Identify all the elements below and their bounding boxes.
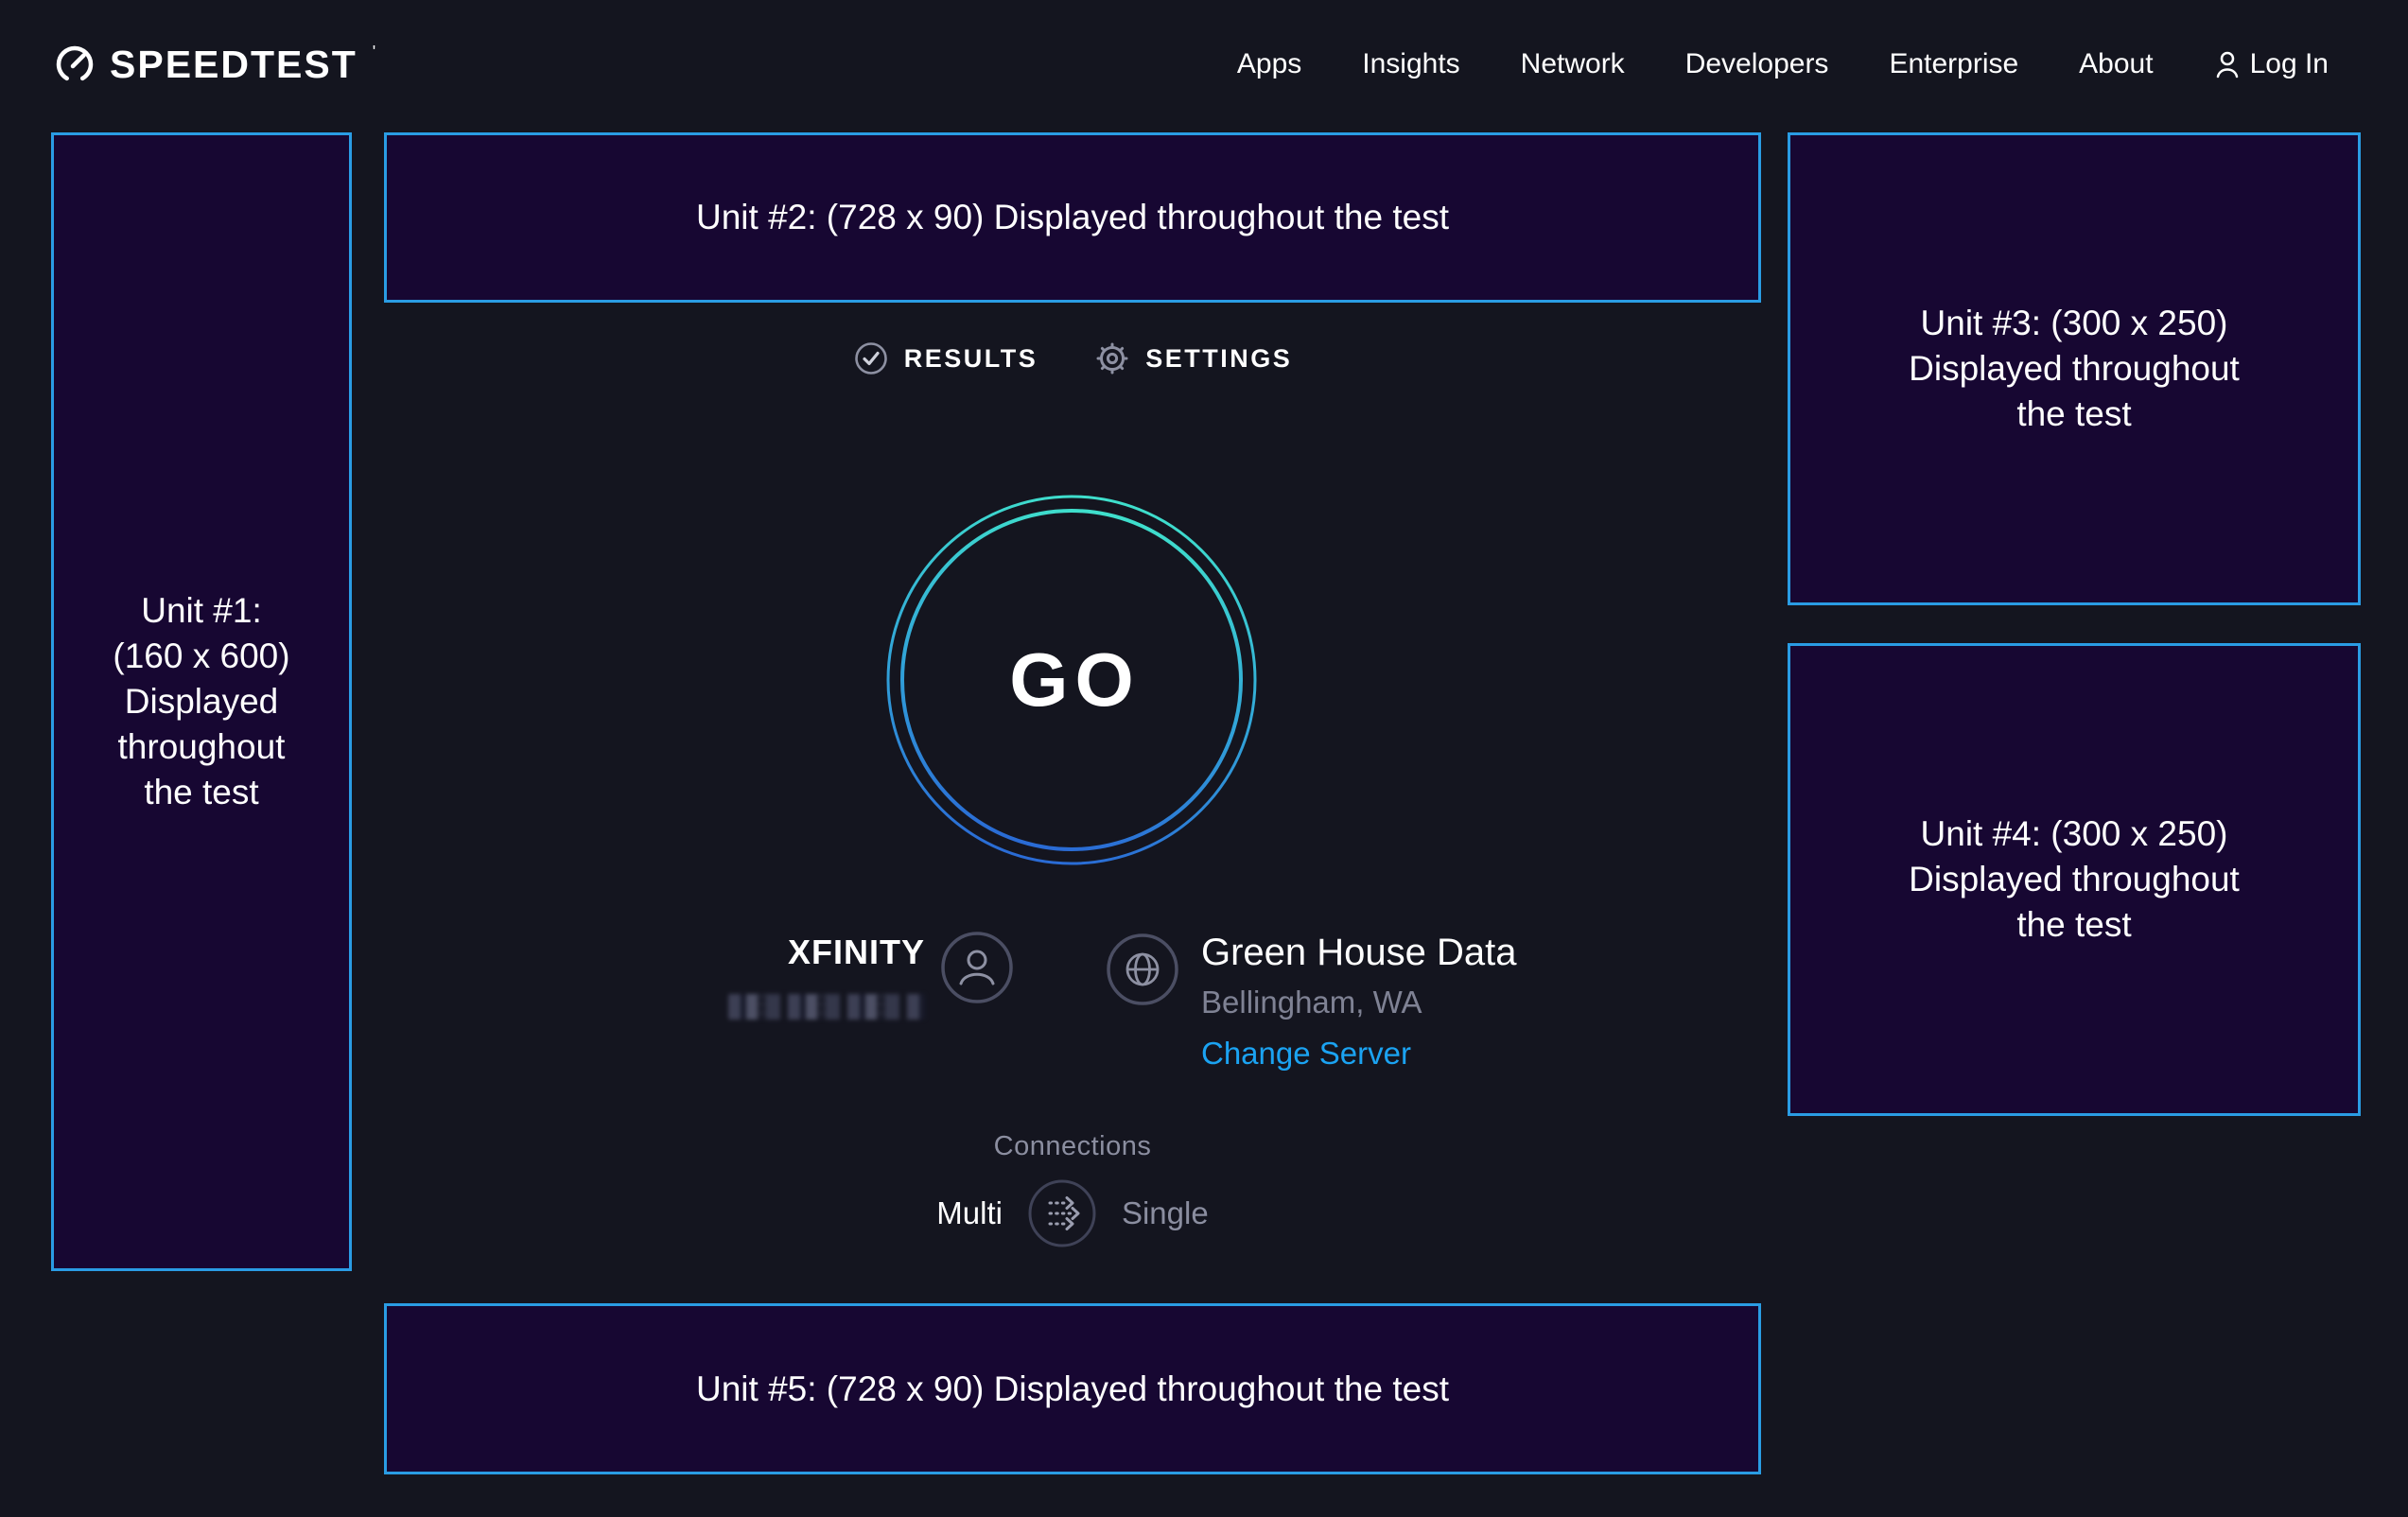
isp-user-icon xyxy=(941,932,1013,1003)
ad-unit-4-text: Unit #4: (300 x 250) Displayed throughou… xyxy=(1909,814,2240,944)
go-button-label: GO xyxy=(1009,637,1141,722)
nav-item-network[interactable]: Network xyxy=(1520,48,1625,79)
redacted-ip-text xyxy=(728,994,925,1020)
logo-wordmark: SPEEDTEST xyxy=(110,43,358,86)
server-block: Green House Data Bellingham, WA Change S… xyxy=(1201,932,1517,1072)
tab-settings[interactable]: SETTINGS xyxy=(1094,340,1292,376)
change-server-link[interactable]: Change Server xyxy=(1201,1036,1411,1071)
ad-unit-3[interactable]: Unit #3: (300 x 250) Displayed throughou… xyxy=(1788,132,2361,605)
check-circle-icon xyxy=(854,342,887,375)
header: SPEEDTEST ' Apps Insights Network Develo… xyxy=(0,0,2408,129)
ad-unit-2-text: Unit #2: (728 x 90) Displayed throughout… xyxy=(696,198,1449,236)
go-button-rings xyxy=(886,495,1257,865)
speedtest-gauge-icon xyxy=(56,45,94,83)
nav-item-apps[interactable]: Apps xyxy=(1236,48,1302,79)
ad-unit-4[interactable]: Unit #4: (300 x 250) Displayed throughou… xyxy=(1788,643,2361,1116)
logo-trademark: ' xyxy=(372,43,376,61)
nav-item-enterprise[interactable]: Enterprise xyxy=(1889,48,2019,79)
tabs-bar: RESULTS SETTINGS xyxy=(384,340,1761,376)
speedtest-logo[interactable]: SPEEDTEST ' xyxy=(53,41,375,88)
connections-row: Multi Single xyxy=(384,1178,1761,1248)
login-button[interactable]: Log In xyxy=(2214,48,2329,80)
connections-toggle[interactable] xyxy=(1027,1178,1097,1248)
user-icon xyxy=(2216,51,2238,78)
server-globe-icon xyxy=(1107,933,1178,1005)
login-label: Log In xyxy=(2249,48,2329,79)
gear-icon xyxy=(1096,342,1128,375)
ad-unit-3-text: Unit #3: (300 x 250) Displayed throughou… xyxy=(1909,304,2240,433)
ad-unit-5-text: Unit #5: (728 x 90) Displayed throughout… xyxy=(696,1369,1449,1408)
connections-multi-label[interactable]: Multi xyxy=(936,1195,1003,1230)
connections-label: Connections xyxy=(993,1131,1152,1161)
tab-results-label: RESULTS xyxy=(903,343,1038,373)
ad-unit-1[interactable]: Unit #1: (160 x 600) Displayed throughou… xyxy=(51,132,352,1271)
isp-name: XFINITY xyxy=(787,933,925,971)
nav-item-developers[interactable]: Developers xyxy=(1684,48,1829,79)
server-name: Green House Data xyxy=(1201,932,1517,973)
nav-item-about[interactable]: About xyxy=(2079,48,2154,79)
server-location: Bellingham, WA xyxy=(1201,985,1422,1020)
main-nav: Apps Insights Network Developers Enterpr… xyxy=(1237,48,2329,80)
ad-unit-1-text: Unit #1: (160 x 600) Displayed throughou… xyxy=(113,591,290,811)
ad-unit-5[interactable]: Unit #5: (728 x 90) Displayed throughout… xyxy=(384,1303,1761,1474)
ad-unit-2[interactable]: Unit #2: (728 x 90) Displayed throughout… xyxy=(384,132,1761,303)
connections-single-label[interactable]: Single xyxy=(1121,1195,1209,1230)
multi-connections-icon xyxy=(1028,1179,1096,1247)
isp-block: XFINITY xyxy=(728,932,925,1020)
tab-settings-label: SETTINGS xyxy=(1145,343,1293,373)
go-button[interactable]: GO xyxy=(885,494,1258,866)
tab-results[interactable]: RESULTS xyxy=(853,340,1038,376)
nav-item-insights[interactable]: Insights xyxy=(1362,48,1460,79)
